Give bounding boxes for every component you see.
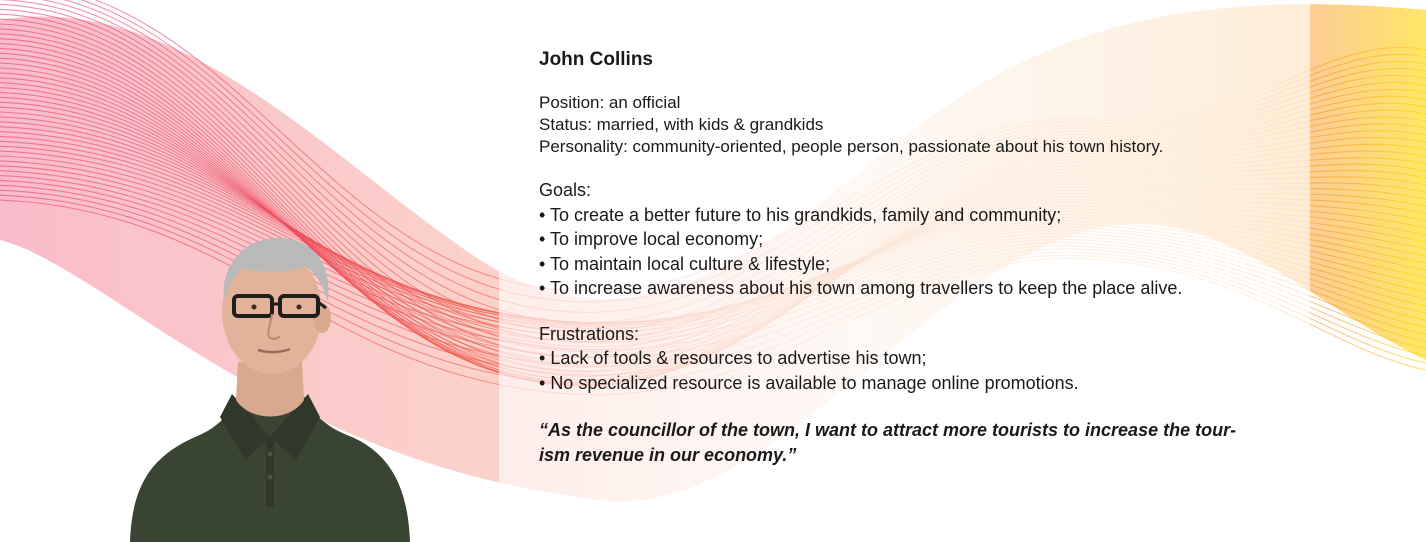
goal-item: To increase awareness about his town amo… xyxy=(539,276,1279,301)
goals-heading: Goals: xyxy=(539,180,592,200)
persona-name: John Collins xyxy=(539,49,653,70)
frustration-item: Lack of tools & resources to advertise h… xyxy=(539,346,1279,371)
goal-item: To improve local economy; xyxy=(539,227,1279,252)
goals-section: Goals: To create a better future to his … xyxy=(539,178,1279,301)
persona-portrait xyxy=(130,237,410,542)
frustrations-section: Frustrations: Lack of tools & resources … xyxy=(539,322,1279,396)
persona-position: Position: an official xyxy=(539,93,681,112)
persona-personality: Personality: community-oriented, people … xyxy=(539,137,1164,156)
persona-status: Status: married, with kids & grandkids xyxy=(539,115,824,134)
frustration-item: No specialized resource is available to … xyxy=(539,371,1279,396)
persona-profile: Position: an official Status: married, w… xyxy=(539,92,1279,158)
persona-details: John Collins Position: an official Statu… xyxy=(539,48,1279,468)
frustrations-heading: Frustrations: xyxy=(539,323,640,344)
persona-quote: “As the councillor of the town, I want t… xyxy=(539,420,1237,465)
goal-item: To maintain local culture & lifestyle; xyxy=(539,252,1279,277)
goal-item: To create a better future to his grandki… xyxy=(539,203,1279,228)
